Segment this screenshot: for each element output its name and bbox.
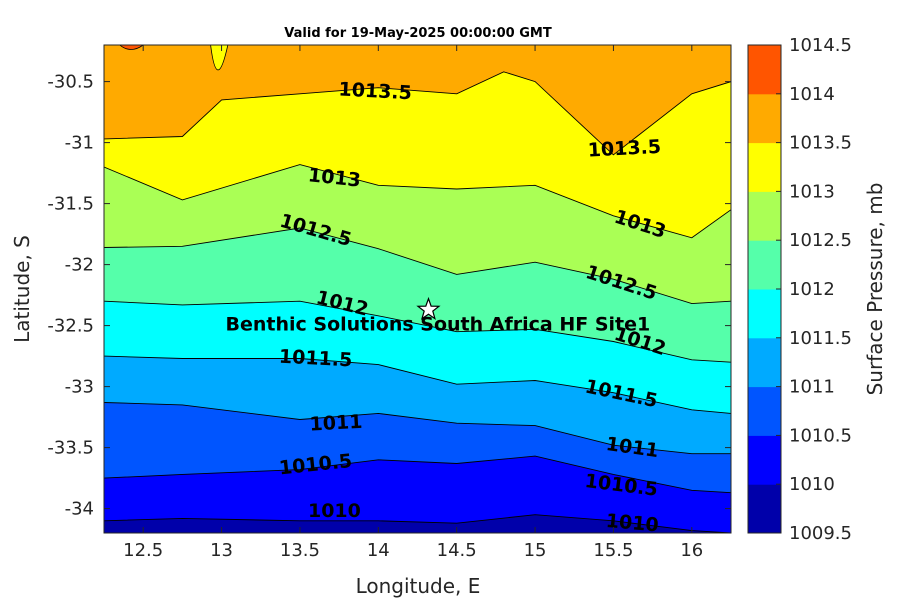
x-tick-label: 15	[524, 540, 547, 561]
colorbar-tick-label: 1012	[789, 279, 835, 300]
isobar-1012.5	[104, 227, 731, 305]
y-tick-label: -31	[65, 133, 94, 154]
colorbar-segment	[748, 289, 781, 339]
colorbar-tick-label: 1012.5	[789, 230, 852, 251]
colorbar-tick-label: 1009.5	[789, 523, 852, 544]
isobar-1011	[104, 402, 731, 455]
colorbar-segment	[748, 240, 781, 290]
x-tick-label: 12.5	[123, 540, 163, 561]
colorbar-tick-label: 1014.5	[789, 35, 852, 56]
colorbar: 1009.5 1010 1010.5 1011 1011.5 1012 1012.5 1013…	[747, 35, 852, 544]
isobar-lines	[104, 71, 731, 533]
y-tick-label: -32	[65, 255, 94, 276]
isobar-label: 1011.5	[278, 346, 352, 372]
colorbar-segment	[748, 191, 781, 241]
isobar-1012	[104, 300, 731, 363]
pressure-band-below-1010.5	[104, 456, 731, 533]
colorbar-segment	[748, 45, 781, 95]
colorbar-tick-label: 1010	[789, 474, 835, 495]
y-tick-label: -33.5	[47, 438, 94, 459]
colorbar-tick-label: 1013	[789, 181, 835, 202]
x-tick-label: 15.5	[593, 540, 633, 561]
isobar-1010	[104, 514, 731, 533]
x-tick-label: 16	[680, 540, 703, 561]
y-tick-label: -31.5	[47, 194, 94, 215]
x-tick-label: 13.5	[280, 540, 320, 561]
isobar-1011.5	[104, 355, 731, 414]
colorbar-tick-label: 1010.5	[789, 425, 852, 446]
chart-title: Valid for 19-May-2025 00:00:00 GMT	[284, 26, 552, 41]
isobar-1013.5	[104, 71, 731, 156]
isobar-label: 1013.5	[338, 78, 412, 104]
x-axis: 12.5 13 13.5 14 14.5 15 15.5 16	[123, 45, 703, 561]
isobar-label: 1010	[605, 510, 660, 537]
isobar-1013	[104, 164, 731, 239]
isobar-label: 1013.5	[587, 136, 661, 162]
colorbar-label: Surface Pressure, mb	[863, 183, 887, 396]
colorbar-segment	[748, 337, 781, 388]
colorbar-segment	[748, 484, 781, 534]
colorbar-segment	[748, 435, 781, 485]
pressure-band-below-1010	[104, 514, 731, 533]
x-tick-label: 14.5	[437, 540, 477, 561]
isobar-label: 1011	[309, 411, 363, 436]
colorbar-tick-label: 1011.5	[789, 328, 852, 349]
colorbar-tick-label: 1011	[789, 377, 835, 398]
x-tick-label: 13	[210, 540, 233, 561]
colorbar-tick-label: 1013.5	[789, 133, 852, 154]
plot-frame	[103, 44, 732, 534]
site-name-label: Benthic Solutions South Africa HF Site1	[226, 314, 651, 336]
isobar-1010.5	[104, 455, 731, 494]
site-star-icon	[416, 296, 441, 321]
y-tick-label: -33	[65, 377, 94, 398]
y-axis: -30.5 -31 -31.5 -32 -32.5 -33 -33.5 -34	[47, 72, 731, 520]
colorbar-segment	[748, 93, 781, 144]
y-axis-label: Latitude, S	[10, 235, 34, 343]
x-tick-label: 14	[367, 540, 390, 561]
isobar-label: 1013	[307, 164, 362, 191]
y-tick-label: -34	[65, 499, 94, 520]
colorbar-segment	[748, 142, 781, 192]
pressure-bands	[104, 45, 731, 533]
isobar-label: 1010	[308, 500, 361, 522]
y-tick-label: -32.5	[47, 316, 94, 337]
y-tick-label: -30.5	[47, 72, 94, 93]
site-marker: Benthic Solutions South Africa HF Site1	[226, 296, 651, 336]
x-axis-label: Longitude, E	[356, 574, 481, 598]
plot-area: 1013.51013.5101310131012.51012.510121012…	[103, 44, 732, 537]
colorbar-tick-label: 1014	[789, 84, 835, 105]
colorbar-segment	[748, 386, 781, 436]
isobar-labels: 1013.51013.5101310131012.51012.510121012…	[277, 78, 668, 536]
